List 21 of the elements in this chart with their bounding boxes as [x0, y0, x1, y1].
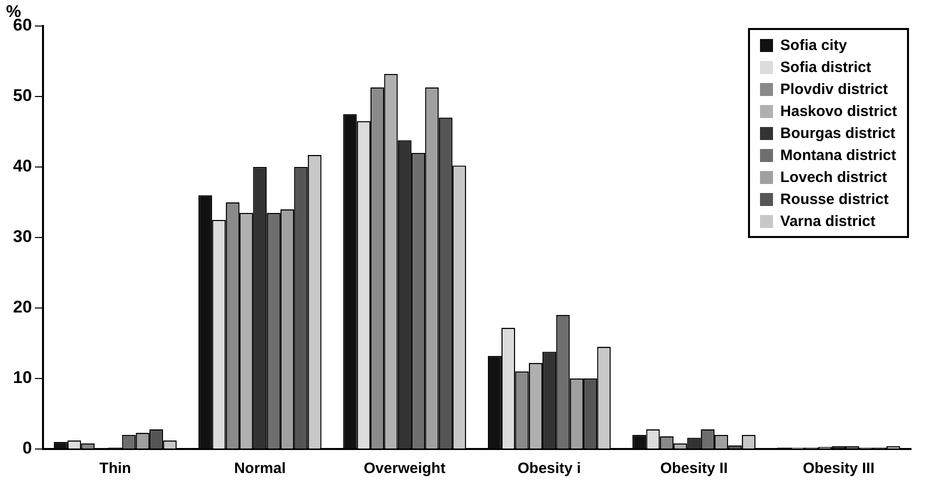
y-tick-label: 40	[12, 156, 32, 176]
y-tick-label: 50	[12, 86, 32, 106]
legend-label: Sofia city	[780, 36, 847, 54]
x-tick-label: Normal	[234, 460, 286, 478]
x-tick-label: Overweight	[364, 460, 446, 478]
y-tick-label: 30	[12, 227, 32, 246]
legend-label: Varna district	[780, 212, 876, 230]
legend-label: Sofia district	[780, 58, 872, 76]
legend-label: Montana district	[780, 146, 896, 164]
y-tick-label: 20	[12, 298, 32, 317]
legend-label: Bourgas district	[780, 124, 896, 142]
legend-label: Rousse district	[780, 190, 889, 208]
x-tick-label: Obesity III	[802, 460, 875, 478]
legend-label: Haskovo district	[780, 102, 897, 120]
x-tick-label: Obesity i	[518, 460, 581, 478]
x-tick-label: Thin	[99, 460, 132, 478]
x-tick-label: Obesity II	[660, 460, 728, 478]
y-tick-label: 0	[22, 438, 32, 458]
legend-label: Plovdiv district	[780, 80, 888, 98]
y-tick-label: 10	[12, 368, 32, 388]
legend-label: Lovech district	[780, 168, 887, 186]
